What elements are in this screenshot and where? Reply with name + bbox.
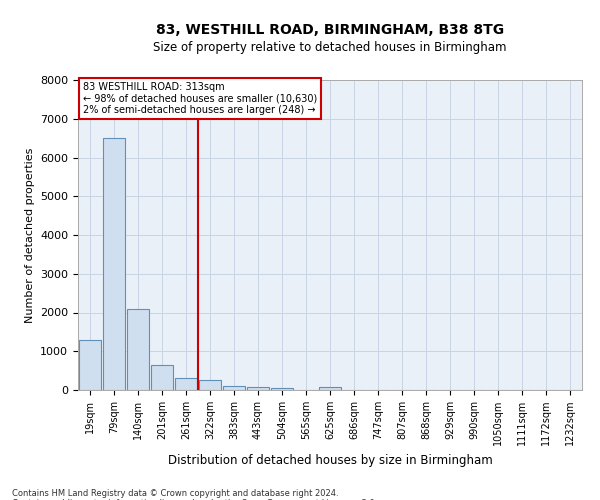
Bar [175, 378, 197, 390]
Bar [127, 308, 149, 390]
Text: Contains HM Land Registry data © Crown copyright and database right 2024.: Contains HM Land Registry data © Crown c… [12, 488, 338, 498]
Text: 83 WESTHILL ROAD: 313sqm
← 98% of detached houses are smaller (10,630)
2% of sem: 83 WESTHILL ROAD: 313sqm ← 98% of detach… [83, 82, 317, 115]
Bar [247, 388, 269, 390]
Bar [151, 365, 173, 390]
Bar [103, 138, 125, 390]
X-axis label: Distribution of detached houses by size in Birmingham: Distribution of detached houses by size … [167, 454, 493, 466]
Text: 83, WESTHILL ROAD, BIRMINGHAM, B38 8TG: 83, WESTHILL ROAD, BIRMINGHAM, B38 8TG [156, 22, 504, 36]
Bar [199, 380, 221, 390]
Bar [79, 340, 101, 390]
Text: Size of property relative to detached houses in Birmingham: Size of property relative to detached ho… [153, 41, 507, 54]
Y-axis label: Number of detached properties: Number of detached properties [25, 148, 35, 322]
Bar [319, 388, 341, 390]
Bar [271, 388, 293, 390]
Text: Contains public sector information licensed under the Open Government Licence v3: Contains public sector information licen… [12, 498, 377, 500]
Bar [223, 386, 245, 390]
